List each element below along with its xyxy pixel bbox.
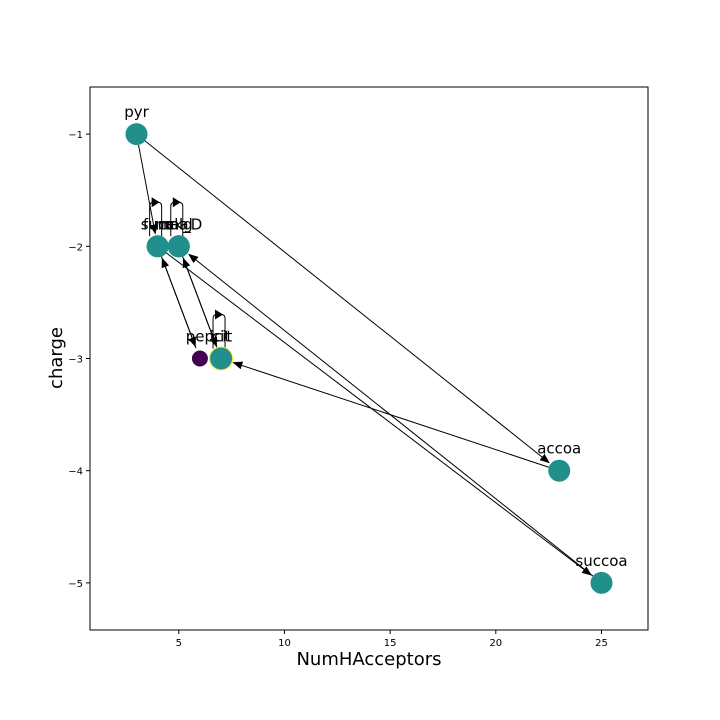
node-label: mal_D	[155, 215, 202, 234]
node-label: succ	[141, 215, 175, 233]
node-succoa	[590, 571, 613, 594]
y-ticks-layer: −1 −2 −3 −4 −5	[68, 130, 90, 590]
node-label: pep	[186, 328, 214, 346]
x-tick-label: 15	[384, 638, 397, 649]
edge-arrow	[144, 140, 550, 464]
node-label: icit	[210, 328, 233, 346]
node-label: accoa	[537, 440, 581, 458]
x-tick-label: 20	[489, 638, 502, 649]
nodes-layer	[125, 123, 613, 594]
node-label: fum	[143, 215, 172, 233]
y-tick-label: −4	[68, 467, 83, 478]
y-tick-label: −3	[68, 355, 83, 366]
node-label: cit	[212, 328, 230, 346]
node-fum	[146, 235, 169, 258]
y-tick-label: −5	[68, 579, 83, 590]
node-label: mal	[165, 215, 193, 233]
edges-layer	[138, 140, 594, 577]
node-label: succoa	[575, 552, 627, 570]
x-tick-label: 10	[278, 638, 291, 649]
x-tick-label: 25	[595, 638, 608, 649]
edge-arrow	[161, 256, 196, 348]
y-tick-label: −1	[68, 130, 83, 141]
edge-arrow	[166, 252, 592, 576]
self-loops-layer	[149, 197, 226, 349]
node-label: akg	[165, 215, 192, 233]
x-tick-label: 5	[176, 638, 182, 649]
x-axis-label: NumHAcceptors	[296, 649, 441, 670]
edge-arrow	[138, 144, 158, 235]
y-tick-label: −2	[68, 242, 83, 253]
x-ticks-layer: 5 10 15 20 25	[176, 630, 608, 649]
node-label: pyr	[124, 103, 149, 121]
self-loop-arrowhead	[151, 197, 160, 208]
node-accoa	[548, 459, 571, 482]
self-loop-arrowhead	[172, 197, 181, 208]
node-pep	[191, 350, 208, 367]
self-loop-arrowhead	[215, 309, 224, 320]
plot-area	[89, 86, 649, 631]
node-cit	[210, 347, 233, 370]
edge-arrow	[188, 253, 594, 577]
node-mal-d	[167, 235, 190, 258]
edge-arrow	[182, 257, 218, 349]
node-pyr	[125, 123, 148, 146]
y-axis-label: charge	[46, 327, 67, 389]
